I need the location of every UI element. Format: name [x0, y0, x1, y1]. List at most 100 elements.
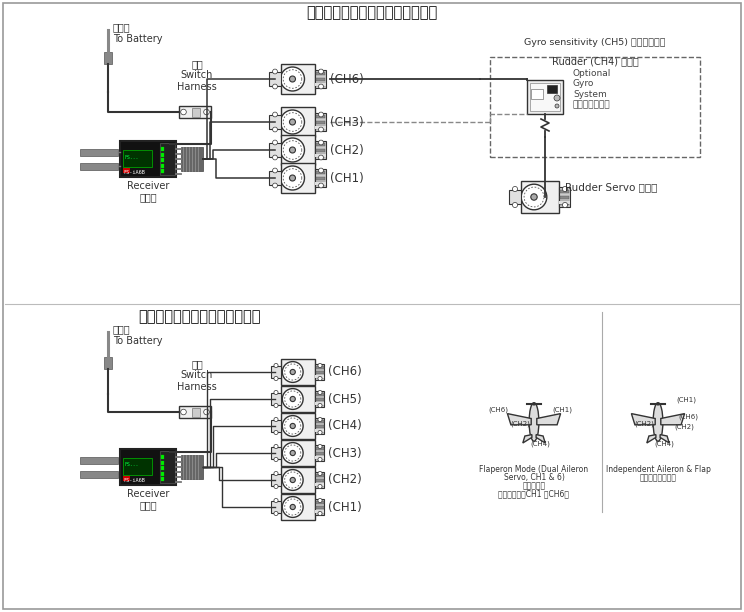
Bar — [161, 152, 164, 157]
Text: (CH3): (CH3) — [328, 447, 362, 460]
Bar — [527, 80, 563, 114]
Bar — [315, 430, 324, 432]
Circle shape — [318, 127, 324, 132]
Bar — [316, 143, 324, 146]
Bar — [315, 425, 324, 428]
Circle shape — [272, 168, 278, 173]
Bar — [280, 64, 315, 94]
Bar — [315, 364, 324, 380]
Bar — [531, 89, 543, 99]
Bar — [315, 474, 324, 477]
Bar — [80, 149, 118, 155]
Circle shape — [318, 155, 324, 160]
Bar — [271, 501, 281, 513]
Bar — [315, 375, 324, 378]
Circle shape — [318, 364, 322, 368]
Polygon shape — [661, 414, 684, 425]
Text: Independent Aileron & Flap: Independent Aileron & Flap — [606, 465, 711, 474]
Circle shape — [274, 376, 278, 381]
Circle shape — [513, 203, 518, 207]
Circle shape — [272, 69, 278, 74]
Bar — [161, 460, 164, 465]
Bar — [490, 57, 700, 157]
Bar — [281, 359, 315, 385]
Text: (CH1): (CH1) — [676, 397, 696, 403]
Bar — [315, 141, 326, 159]
Polygon shape — [536, 435, 545, 443]
Bar — [315, 499, 324, 515]
Bar — [123, 476, 130, 481]
Circle shape — [282, 442, 303, 463]
Text: (CH2): (CH2) — [328, 474, 362, 487]
Bar — [315, 418, 324, 434]
Circle shape — [318, 512, 322, 515]
Text: (CH6): (CH6) — [330, 72, 364, 86]
Text: (CH6): (CH6) — [488, 407, 508, 413]
Bar — [315, 456, 324, 459]
Text: 直升机模型的接收机与伺服器连接: 直升机模型的接收机与伺服器连接 — [307, 5, 437, 20]
Bar — [315, 83, 326, 86]
Circle shape — [274, 364, 278, 368]
Circle shape — [318, 69, 324, 74]
Text: Receiver
接收机: Receiver 接收机 — [126, 489, 169, 510]
Bar — [161, 163, 164, 168]
Bar — [315, 510, 324, 513]
Bar — [315, 452, 324, 455]
Circle shape — [181, 109, 186, 115]
Bar — [315, 445, 324, 461]
Text: Servo, CH1 & 6): Servo, CH1 & 6) — [504, 473, 565, 482]
Circle shape — [530, 194, 537, 200]
Text: 襟副翼模式: 襟副翼模式 — [522, 481, 545, 490]
Polygon shape — [537, 414, 560, 425]
Bar — [559, 187, 570, 207]
Bar — [281, 386, 315, 412]
Bar — [271, 474, 281, 486]
Text: Flaperon Mode (Dual Aileron: Flaperon Mode (Dual Aileron — [479, 465, 589, 474]
Circle shape — [289, 119, 295, 125]
Circle shape — [274, 403, 278, 408]
Bar — [179, 406, 211, 418]
Text: 开关
Switch
Harness: 开关 Switch Harness — [177, 59, 217, 92]
Circle shape — [318, 417, 322, 422]
Bar — [315, 472, 324, 488]
Bar — [315, 429, 324, 431]
Polygon shape — [647, 435, 656, 443]
Bar — [559, 201, 570, 204]
Bar — [161, 158, 164, 162]
Bar — [80, 471, 118, 477]
Bar — [161, 169, 164, 173]
Circle shape — [272, 112, 278, 117]
Bar — [316, 177, 324, 180]
Text: (CH1): (CH1) — [330, 171, 364, 184]
Text: （双副翼舵机CH1 和CH6）: （双副翼舵机CH1 和CH6） — [498, 489, 569, 498]
Text: (CH1): (CH1) — [552, 407, 572, 413]
Circle shape — [318, 485, 322, 488]
Bar — [192, 108, 200, 116]
Bar — [281, 494, 315, 520]
Circle shape — [274, 430, 278, 435]
Bar — [161, 466, 164, 470]
Bar — [281, 467, 315, 493]
Circle shape — [181, 409, 186, 415]
Circle shape — [289, 76, 295, 82]
Bar — [316, 72, 324, 75]
Circle shape — [318, 84, 324, 89]
Circle shape — [318, 471, 322, 476]
Circle shape — [555, 104, 559, 108]
Text: (CH6): (CH6) — [678, 414, 698, 420]
Bar — [315, 506, 324, 509]
Bar — [179, 106, 211, 118]
Text: (CH2): (CH2) — [330, 143, 364, 157]
Text: FS...: FS... — [125, 154, 139, 160]
Bar — [315, 182, 326, 185]
Bar — [123, 168, 130, 173]
Bar — [316, 116, 324, 118]
Bar — [161, 477, 164, 481]
Bar — [181, 455, 203, 479]
Text: Receiver
接收机: Receiver 接收机 — [126, 181, 169, 203]
Text: Gyro sensitivity (CH5) 陀螺仪敏感度: Gyro sensitivity (CH5) 陀螺仪敏感度 — [525, 38, 666, 47]
Bar — [123, 458, 152, 475]
Circle shape — [282, 389, 303, 409]
Polygon shape — [632, 414, 655, 425]
Text: (CH4): (CH4) — [328, 419, 362, 433]
